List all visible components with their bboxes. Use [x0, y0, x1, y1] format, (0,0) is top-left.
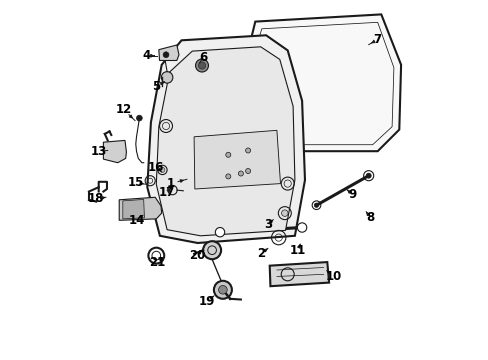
Text: 20: 20 [188, 249, 204, 262]
Circle shape [163, 52, 168, 58]
Text: 1: 1 [166, 177, 174, 190]
Circle shape [213, 281, 231, 299]
Polygon shape [103, 140, 126, 163]
Text: 16: 16 [148, 161, 164, 174]
Polygon shape [156, 47, 294, 236]
Circle shape [218, 285, 227, 294]
Circle shape [245, 168, 250, 174]
Circle shape [245, 148, 250, 153]
Circle shape [238, 171, 243, 176]
Text: 10: 10 [325, 270, 341, 283]
Polygon shape [122, 199, 144, 219]
Circle shape [297, 223, 306, 232]
Circle shape [215, 228, 224, 237]
Text: 8: 8 [366, 211, 374, 224]
Circle shape [225, 174, 230, 179]
Text: 18: 18 [88, 192, 104, 205]
Circle shape [161, 72, 172, 83]
Polygon shape [119, 197, 162, 220]
Circle shape [198, 62, 205, 69]
Text: 12: 12 [116, 103, 132, 116]
Polygon shape [269, 262, 328, 286]
Text: 6: 6 [199, 51, 207, 64]
Circle shape [281, 210, 287, 216]
Text: 7: 7 [373, 33, 381, 46]
Polygon shape [194, 130, 280, 189]
Circle shape [160, 167, 164, 172]
Text: 17: 17 [159, 186, 175, 199]
Text: 13: 13 [90, 145, 106, 158]
Polygon shape [159, 45, 179, 60]
Text: 14: 14 [128, 214, 144, 227]
Polygon shape [247, 14, 400, 151]
Text: 9: 9 [347, 188, 356, 201]
Text: 11: 11 [289, 244, 305, 257]
Text: 3: 3 [264, 219, 271, 231]
Text: 5: 5 [152, 80, 160, 93]
Text: 4: 4 [142, 49, 150, 62]
Text: 19: 19 [198, 295, 214, 308]
Circle shape [203, 241, 221, 259]
Text: 2: 2 [256, 247, 264, 260]
Polygon shape [147, 35, 305, 243]
Circle shape [366, 173, 370, 178]
Circle shape [136, 115, 142, 121]
Text: 15: 15 [127, 176, 143, 189]
Circle shape [314, 203, 318, 207]
Text: 21: 21 [149, 256, 165, 269]
Circle shape [195, 59, 208, 72]
Circle shape [225, 152, 230, 157]
